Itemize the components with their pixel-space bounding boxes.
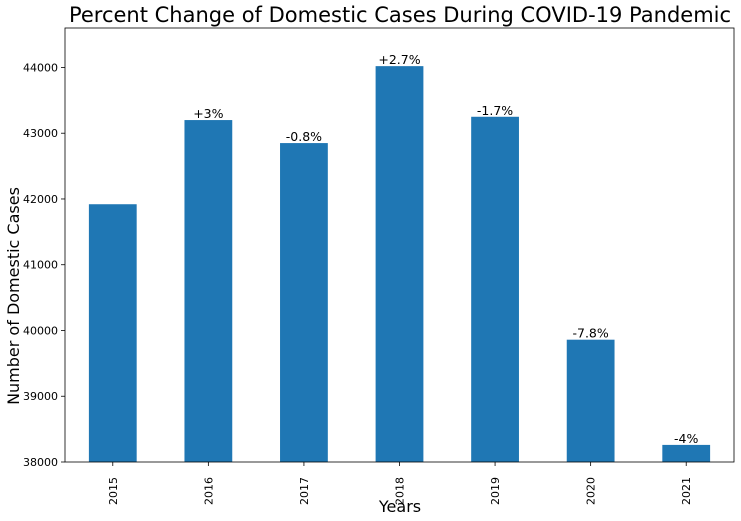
data-label-2017: -0.8% (286, 129, 322, 144)
x-tick-label-2017: 2017 (298, 477, 311, 505)
bar-2018 (375, 66, 424, 462)
y-tick-label-41000: 41000 (23, 259, 58, 272)
y-tick-label-39000: 39000 (23, 390, 58, 403)
x-axis-label: Years (378, 497, 421, 516)
y-tick-label-42000: 42000 (23, 193, 58, 206)
bar-2017 (280, 143, 328, 463)
data-labels-group: +3% -0.8% +2.7% -1.7% -7.8% -4% (193, 52, 698, 446)
plot-frame (64, 27, 735, 463)
x-tick-label-2020: 2020 (585, 477, 598, 505)
x-tick-label-2016: 2016 (202, 477, 215, 505)
y-ticks-group: 38000 39000 40000 41000 42000 43000 44000 (23, 61, 65, 469)
bar-2015 (88, 204, 137, 463)
x-tick-label-2019: 2019 (489, 477, 502, 505)
bars-group (88, 66, 711, 463)
data-label-2018: +2.7% (378, 52, 420, 67)
x-ticks-group: 2015 2016 2017 2018 2019 2020 2021 (107, 462, 693, 505)
x-tick-label-2015: 2015 (107, 477, 120, 505)
y-tick-label-38000: 38000 (23, 456, 58, 469)
data-label-2019: -1.7% (477, 103, 513, 118)
bar-2016 (184, 120, 233, 462)
chart-title: Percent Change of Domestic Cases During … (69, 3, 731, 27)
bar-2021 (662, 444, 711, 462)
y-tick-label-43000: 43000 (23, 127, 58, 140)
y-tick-label-40000: 40000 (23, 324, 58, 337)
x-tick-label-2018: 2018 (394, 477, 407, 505)
x-tick-label-2021: 2021 (680, 477, 693, 505)
data-label-2021: -4% (674, 431, 698, 446)
y-axis-label: Number of Domestic Cases (4, 187, 23, 405)
data-label-2020: -7.8% (573, 326, 609, 341)
data-label-2016: +3% (193, 106, 223, 121)
y-tick-label-44000: 44000 (23, 61, 58, 74)
bar-2019 (471, 116, 519, 462)
bar-2020 (566, 339, 615, 462)
